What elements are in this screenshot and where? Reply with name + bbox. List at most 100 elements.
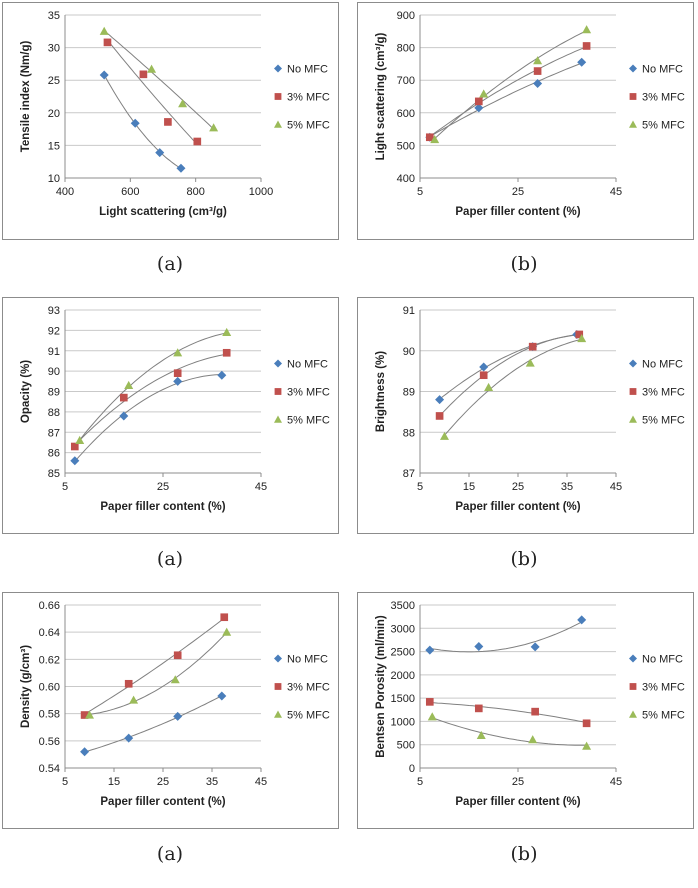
data-point bbox=[430, 135, 440, 144]
data-point bbox=[575, 330, 584, 339]
legend-marker bbox=[274, 120, 282, 128]
x-tick-label: 15 bbox=[463, 481, 475, 493]
trendline bbox=[429, 62, 582, 138]
data-point bbox=[173, 651, 182, 660]
x-axis-label: Paper filler content (%) bbox=[455, 206, 580, 218]
legend-label: 3% MFC bbox=[287, 387, 330, 399]
trendline bbox=[103, 74, 182, 169]
legend-marker bbox=[274, 710, 282, 718]
y-tick-label: 88 bbox=[403, 427, 415, 439]
legend-label: 3% MFC bbox=[287, 92, 330, 104]
data-point bbox=[130, 118, 140, 128]
x-axis-label: Paper filler content (%) bbox=[455, 796, 580, 808]
y-tick-label: 85 bbox=[48, 468, 60, 480]
y-tick-label: 500 bbox=[397, 140, 415, 152]
legend-marker bbox=[629, 710, 637, 718]
legend-marker bbox=[629, 120, 637, 128]
data-point bbox=[147, 64, 157, 73]
data-point bbox=[164, 118, 172, 126]
data-point bbox=[173, 369, 182, 377]
data-point bbox=[427, 712, 437, 721]
trendline bbox=[84, 617, 225, 715]
legend-marker bbox=[274, 415, 282, 423]
data-point bbox=[176, 163, 186, 173]
data-point bbox=[222, 348, 231, 357]
legend-label: 3% MFC bbox=[642, 92, 685, 104]
x-tick-label: 35 bbox=[561, 481, 573, 493]
chart-svg-3: 85 86 87 88 89 90 91 92 93 5 25 45 Paper filler cont… bbox=[20, 305, 330, 513]
y-tick-label: 1500 bbox=[391, 693, 415, 705]
data-point bbox=[533, 67, 542, 75]
y-tick-label: 87 bbox=[48, 427, 60, 439]
subfigure-label: (a) bbox=[156, 253, 184, 275]
chart-svg-2: 400 500 600 700 800 900 5 25 45 Paper filler cont… bbox=[375, 10, 685, 218]
legend-label: 5% MFC bbox=[287, 120, 330, 132]
data-point bbox=[222, 327, 232, 337]
data-point bbox=[479, 362, 489, 372]
legend-marker bbox=[629, 683, 637, 690]
data-point bbox=[577, 334, 587, 343]
x-tick-label: 45 bbox=[610, 481, 622, 493]
y-tick-label: 90 bbox=[48, 366, 60, 378]
y-axis-label: Bentsen Porosity (ml/min) bbox=[375, 615, 387, 758]
data-point bbox=[75, 435, 85, 444]
data-point bbox=[533, 78, 543, 88]
trendline bbox=[444, 338, 582, 436]
data-point bbox=[525, 358, 535, 367]
data-point bbox=[124, 679, 133, 688]
data-point bbox=[173, 348, 183, 357]
data-point bbox=[139, 70, 148, 79]
data-point bbox=[103, 38, 112, 47]
data-point bbox=[582, 719, 591, 728]
legend-marker bbox=[274, 93, 282, 100]
y-tick-label: 2000 bbox=[391, 670, 415, 682]
data-point bbox=[193, 137, 202, 146]
legend-marker bbox=[274, 64, 282, 73]
y-tick-label: 89 bbox=[48, 387, 60, 399]
subfigure-label: (a) bbox=[156, 548, 184, 570]
legend-label: 5% MFC bbox=[287, 710, 330, 722]
data-point bbox=[484, 382, 494, 392]
y-tick-label: 0.60 bbox=[39, 682, 60, 694]
data-point bbox=[440, 431, 449, 440]
data-point bbox=[217, 691, 227, 701]
legend-label: No MFC bbox=[287, 654, 328, 666]
legend-marker bbox=[274, 359, 282, 368]
y-tick-label: 91 bbox=[48, 346, 60, 358]
y-tick-label: 0.62 bbox=[39, 654, 60, 666]
x-tick-label: 25 bbox=[512, 776, 524, 788]
y-tick-label: 0.56 bbox=[39, 736, 60, 748]
legend-label: 3% MFC bbox=[642, 387, 685, 399]
y-tick-label: 0 bbox=[409, 763, 415, 775]
legend-marker bbox=[629, 64, 637, 73]
x-tick-label: 5 bbox=[62, 776, 68, 788]
chart-svg-1: 10 15 20 25 30 35 400 600 800 1000 Light scatterin… bbox=[20, 10, 330, 218]
x-tick-label: 5 bbox=[62, 481, 68, 493]
legend-marker bbox=[629, 93, 637, 100]
trendline bbox=[429, 702, 587, 724]
y-tick-label: 3500 bbox=[391, 600, 415, 612]
legend-label: No MFC bbox=[642, 64, 683, 76]
y-tick-label: 20 bbox=[48, 108, 60, 120]
x-tick-label: 5 bbox=[417, 776, 423, 788]
data-point bbox=[479, 371, 488, 380]
subfigure-label: (a) bbox=[156, 843, 184, 865]
legend-marker bbox=[629, 415, 637, 423]
data-point bbox=[474, 103, 484, 113]
y-axis-label: Light scattering (cm³/g) bbox=[375, 32, 387, 160]
y-tick-label: 91 bbox=[403, 305, 415, 317]
y-tick-label: 30 bbox=[48, 43, 60, 55]
chart-panel-brightness: 87 88 89 90 91 5 15 25 35 45 Paper filler content … bbox=[357, 297, 694, 534]
y-tick-label: 400 bbox=[397, 173, 415, 185]
data-point bbox=[170, 675, 180, 684]
legend-marker bbox=[629, 359, 637, 368]
data-point bbox=[209, 123, 219, 132]
y-tick-label: 93 bbox=[48, 305, 60, 317]
chart-panel-tensile-index: 10 15 20 25 30 35 400 600 800 1000 Light scatterin… bbox=[2, 2, 339, 240]
data-point bbox=[425, 133, 434, 142]
data-point bbox=[577, 57, 587, 67]
data-point bbox=[173, 711, 183, 721]
trendline bbox=[434, 30, 587, 139]
trendline bbox=[79, 332, 227, 441]
data-point bbox=[70, 442, 79, 451]
